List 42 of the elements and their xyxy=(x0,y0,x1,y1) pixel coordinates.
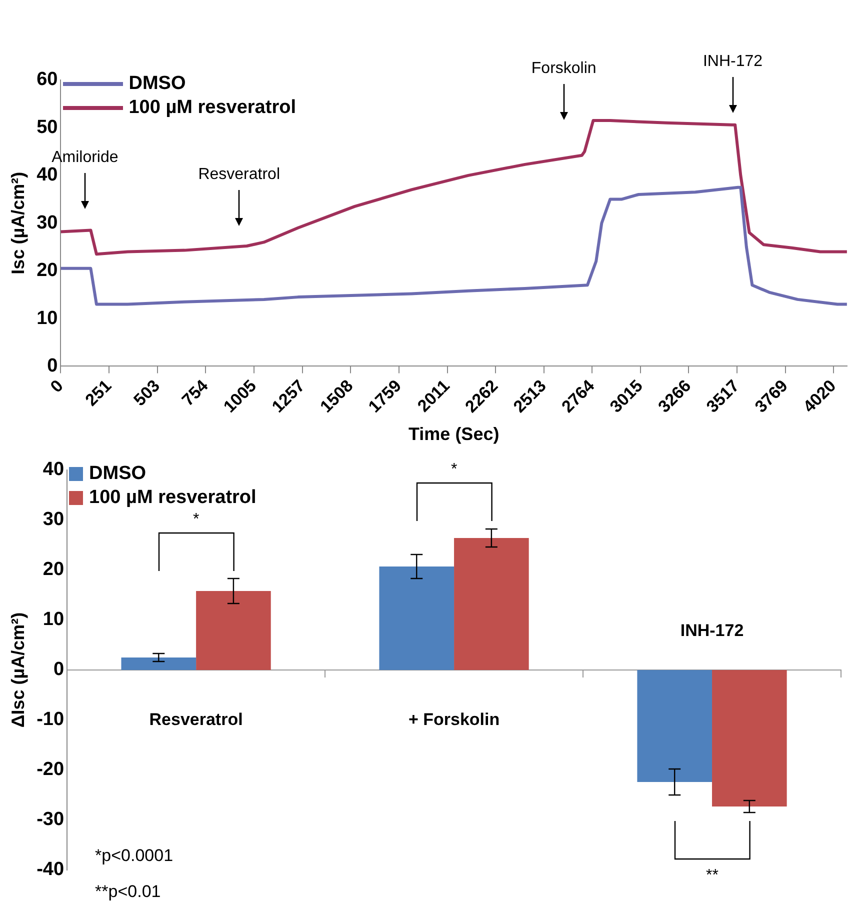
x-tick-label: 754 xyxy=(178,376,212,410)
y-axis-title: ΔIsc (µA/cm²) xyxy=(8,612,28,728)
y-tick-label: -40 xyxy=(36,859,64,880)
bar xyxy=(454,538,529,670)
y-tick-label: 10 xyxy=(42,609,64,630)
y-tick-label: 30 xyxy=(36,212,58,234)
legend-label: DMSO xyxy=(89,462,146,486)
y-tick-label: 10 xyxy=(36,308,58,329)
y-tick-label: 20 xyxy=(36,260,58,282)
x-tick-label: + Forskolin xyxy=(408,710,500,730)
y-tick-label: 0 xyxy=(53,659,64,680)
annotation: * xyxy=(451,461,458,479)
legend-label: 100 µM resveratrol xyxy=(128,96,296,120)
y-tick-label: 50 xyxy=(36,116,58,138)
annotation: ** xyxy=(706,866,718,884)
y-tick-label: -30 xyxy=(36,809,64,830)
x-tick-label: 503 xyxy=(130,376,164,410)
bar xyxy=(712,670,787,806)
bar xyxy=(196,591,271,670)
y-tick-label: 40 xyxy=(42,459,64,480)
y-tick-label: 60 xyxy=(36,69,58,90)
annotation: *p<0.0001 xyxy=(95,846,174,866)
y-tick-label: 40 xyxy=(36,164,58,186)
annotation: Amiloride xyxy=(52,148,118,167)
annotation: * xyxy=(193,510,200,528)
y-tick-label: 30 xyxy=(42,509,64,530)
text: Forskolin xyxy=(531,60,596,78)
legend-label: 100 µM resveratrol xyxy=(89,486,256,510)
x-axis-title: Time (Sec) xyxy=(408,424,500,444)
bar xyxy=(121,658,196,670)
y-tick-label: 0 xyxy=(47,355,58,376)
annotation: Resveratrol xyxy=(198,166,280,184)
text: **p<0.01 xyxy=(95,882,161,902)
legend-label: DMSO xyxy=(128,72,186,96)
y-tick-label: 20 xyxy=(42,559,64,580)
x-tick-label: 251 xyxy=(82,376,116,410)
bar xyxy=(637,670,712,782)
y-tick-label: -10 xyxy=(36,709,64,730)
text: INH-172 xyxy=(702,53,763,72)
y-tick-label: -20 xyxy=(36,759,64,780)
bar xyxy=(379,566,454,670)
y-axis-title: Isc (µA/cm²) xyxy=(8,172,28,274)
